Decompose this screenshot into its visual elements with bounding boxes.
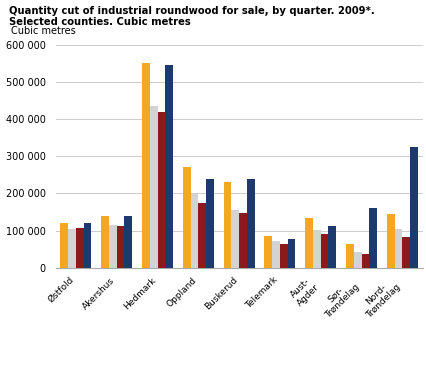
- Bar: [320, 234, 328, 268]
- Bar: [109, 225, 116, 268]
- Bar: [401, 237, 409, 268]
- Bar: [198, 203, 206, 268]
- Text: Quantity cut of industrial roundwood for sale, by quarter. 2009*.: Quantity cut of industrial roundwood for…: [9, 6, 374, 16]
- Bar: [409, 147, 417, 268]
- Bar: [142, 63, 150, 268]
- Bar: [124, 216, 132, 268]
- Bar: [353, 252, 361, 268]
- Bar: [246, 179, 254, 268]
- Bar: [157, 112, 165, 268]
- Bar: [182, 167, 190, 268]
- Bar: [76, 228, 83, 268]
- Bar: [386, 214, 394, 268]
- Bar: [264, 236, 271, 268]
- Bar: [279, 244, 287, 268]
- Bar: [83, 223, 91, 268]
- Text: Selected counties. Cubic metres: Selected counties. Cubic metres: [9, 17, 190, 27]
- Bar: [60, 223, 68, 268]
- Text: Cubic metres: Cubic metres: [12, 26, 76, 36]
- Bar: [231, 210, 239, 268]
- Bar: [361, 254, 368, 268]
- Bar: [150, 106, 157, 268]
- Bar: [328, 226, 335, 268]
- Bar: [101, 216, 109, 268]
- Bar: [165, 65, 173, 268]
- Bar: [345, 244, 353, 268]
- Bar: [239, 213, 246, 268]
- Bar: [287, 239, 295, 268]
- Bar: [190, 194, 198, 268]
- Bar: [68, 229, 76, 268]
- Bar: [271, 241, 279, 268]
- Bar: [305, 218, 312, 268]
- Bar: [394, 229, 401, 268]
- Bar: [312, 230, 320, 268]
- Bar: [223, 182, 231, 268]
- Bar: [206, 179, 213, 268]
- Bar: [116, 226, 124, 268]
- Bar: [368, 208, 376, 268]
